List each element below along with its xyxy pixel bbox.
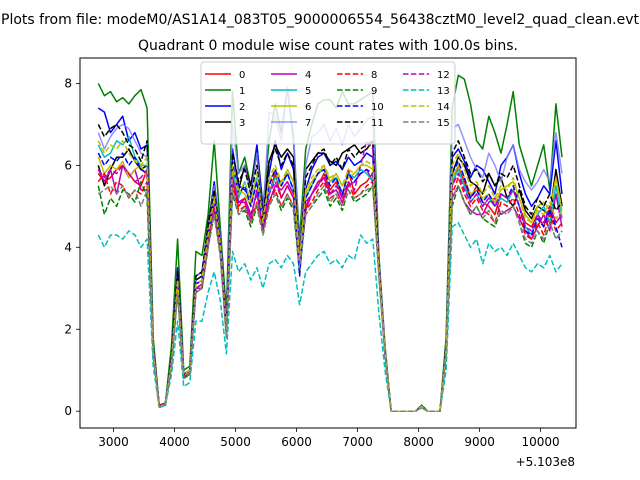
series-line-13 xyxy=(97,221,563,412)
chart-title: Quadrant 0 module wise count rates with … xyxy=(138,38,518,54)
x-axis: 3000 4000 5000 6000 7000 8000 9000 10000 xyxy=(98,428,560,449)
legend-label-1: 1 xyxy=(239,86,245,97)
y-tick-label: 2 xyxy=(64,322,72,336)
y-axis: 0 2 4 6 8 xyxy=(64,76,80,418)
series-line-15 xyxy=(97,185,563,412)
y-tick-label: 4 xyxy=(64,240,72,254)
legend-label-8: 8 xyxy=(371,70,377,81)
legend-label-2: 2 xyxy=(239,102,245,113)
series-layer xyxy=(97,74,563,412)
y-tick-label: 8 xyxy=(64,76,72,90)
legend-label-7: 7 xyxy=(305,118,311,129)
x-tick-label: 7000 xyxy=(342,435,373,449)
x-axis-offset-label: +5.103e8 xyxy=(516,455,575,469)
series-line-14 xyxy=(97,140,563,412)
legend-label-6: 6 xyxy=(305,102,311,113)
plot-frame xyxy=(79,57,577,429)
legend-label-13: 13 xyxy=(437,86,450,97)
legend-label-11: 11 xyxy=(371,118,384,129)
x-tick-label: 3000 xyxy=(98,435,129,449)
legend-label-14: 14 xyxy=(437,102,450,113)
y-tick-label: 0 xyxy=(64,404,72,418)
x-tick-label: 9000 xyxy=(464,435,495,449)
legend-label-4: 4 xyxy=(305,70,311,81)
series-line-11 xyxy=(97,123,563,412)
legend-label-0: 0 xyxy=(239,70,245,81)
figure-suptitle: Plots from file: modeM0/AS1A14_083T05_90… xyxy=(1,12,639,28)
legend-label-5: 5 xyxy=(305,86,311,97)
legend-label-12: 12 xyxy=(437,70,450,81)
legend-label-3: 3 xyxy=(239,118,245,129)
x-tick-label: 10000 xyxy=(522,435,560,449)
legend-label-9: 9 xyxy=(371,86,377,97)
y-tick-label: 6 xyxy=(64,158,72,172)
x-tick-label: 5000 xyxy=(220,435,251,449)
legend-box xyxy=(200,61,456,145)
x-tick-label: 4000 xyxy=(159,435,190,449)
x-tick-label: 8000 xyxy=(403,435,434,449)
legend-label-15: 15 xyxy=(437,118,450,129)
x-tick-label: 6000 xyxy=(281,435,312,449)
legend-label-10: 10 xyxy=(371,102,384,113)
